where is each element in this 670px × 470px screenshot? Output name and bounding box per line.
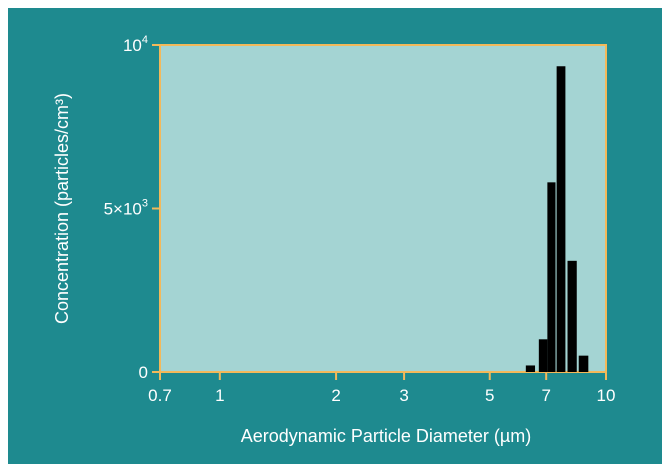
- x-tick-label-3: 3: [399, 386, 408, 405]
- bar-3: [556, 66, 566, 372]
- bar-1: [538, 339, 548, 372]
- y-tick-label-2: 104: [123, 34, 148, 55]
- x-tick-label-1: 1: [215, 386, 224, 405]
- x-axis-label: Aerodynamic Particle Diameter (µm): [241, 426, 531, 446]
- chart-svg: 0.7 1 2 3 5 7 10 0 5×103 104 Aerodynamic Particl…: [52, 34, 615, 446]
- chart-frame: 0.7 1 2 3 5 7 10 0 5×103 104 Aerodynamic Particl…: [8, 8, 662, 464]
- y-axis-label: Concentration (particles/cm³): [52, 93, 72, 324]
- bar-2: [547, 182, 556, 372]
- bar-0: [525, 365, 536, 372]
- x-tick-label-2: 2: [331, 386, 340, 405]
- y-tick-label-0: 0: [139, 363, 148, 382]
- x-tick-label-4: 5: [485, 386, 494, 405]
- bar-series: [525, 66, 589, 372]
- y-axis: 0 5×103 104: [104, 34, 160, 382]
- y-tick-label-1: 5×103: [104, 198, 148, 219]
- bar-4: [567, 260, 577, 372]
- x-tick-label-0: 0.7: [148, 386, 172, 405]
- x-tick-label-6: 10: [597, 386, 616, 405]
- x-tick-label-5: 7: [541, 386, 550, 405]
- x-axis: 0.7 1 2 3 5 7 10: [148, 372, 615, 405]
- plot-area: [159, 44, 607, 373]
- bar-5: [578, 355, 589, 372]
